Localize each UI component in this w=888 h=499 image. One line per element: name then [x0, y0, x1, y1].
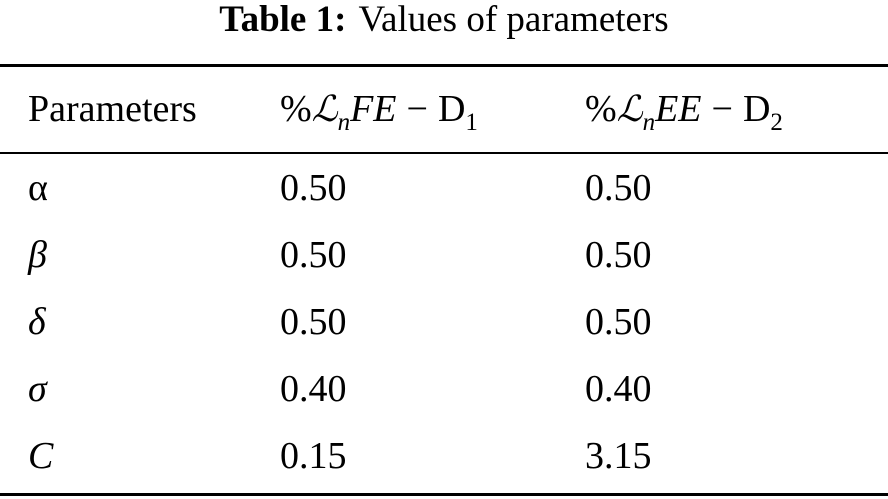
row-beta-symbol: β	[28, 234, 47, 276]
table-bottom-rule	[0, 493, 888, 496]
row-c-lnfe: 0.15	[280, 435, 347, 477]
row-sigma-symbol: σ	[28, 368, 47, 410]
row-beta-lnee: 0.50	[585, 234, 652, 276]
row-c-lnee: 3.15	[585, 435, 652, 477]
caption-label: Table 1:	[219, 0, 347, 40]
table-header-rule	[0, 152, 888, 154]
row-alpha-symbol: α	[28, 167, 48, 209]
table-caption: Table 1: Values of parameters	[0, 0, 888, 44]
row-delta-symbol: δ	[28, 301, 46, 343]
table-top-rule	[0, 64, 888, 67]
header-lnee-d2: %ℒnEE − D2	[585, 88, 783, 136]
row-sigma-lnee: 0.40	[585, 368, 652, 410]
row-alpha-lnfe: 0.50	[280, 167, 347, 209]
row-c-symbol: C	[28, 435, 54, 477]
caption-text: Values of parameters	[358, 0, 669, 40]
row-beta-lnfe: 0.50	[280, 234, 347, 276]
row-delta-lnee: 0.50	[585, 301, 652, 343]
row-alpha-lnee: 0.50	[585, 167, 652, 209]
header-parameters: Parameters	[28, 88, 197, 130]
row-delta-lnfe: 0.50	[280, 301, 347, 343]
header-lnfe-d1: %ℒnFE − D1	[280, 88, 478, 136]
row-sigma-lnfe: 0.40	[280, 368, 347, 410]
